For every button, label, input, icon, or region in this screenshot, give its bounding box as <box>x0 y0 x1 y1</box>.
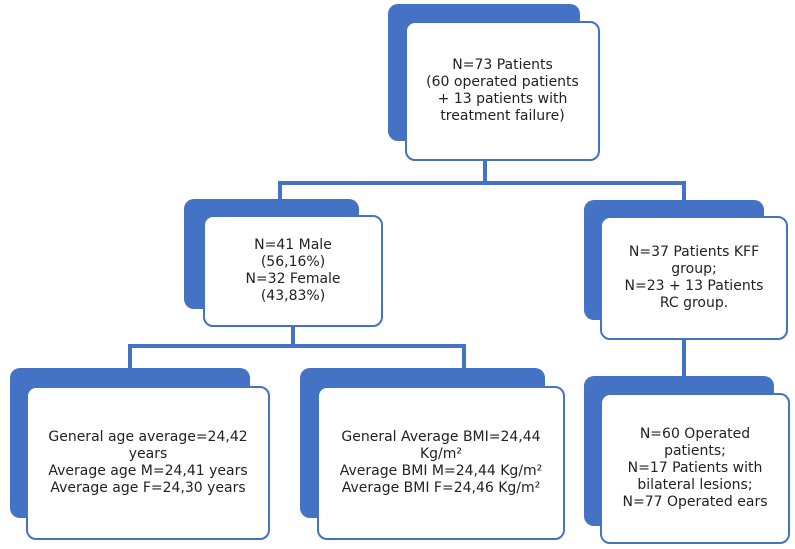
node-bmi-box: General Average BMI=24,44 Kg/m² Average … <box>317 386 565 540</box>
node-text-line: treatment failure) <box>440 108 565 124</box>
connector-to-age <box>128 344 132 368</box>
node-text-line: group; <box>671 261 717 277</box>
node-total-patients-box: N=73 Patients (60 operated patients + 13… <box>405 21 600 161</box>
node-text-line: Average BMI F=24,46 Kg/m² <box>341 480 541 496</box>
connector-to-gender <box>278 181 282 213</box>
node-gender-box: N=41 Male (56,16%) N=32 Female (43,83%) <box>203 215 383 327</box>
node-text-line: N=41 Male <box>254 237 332 253</box>
node-text-line: years <box>128 446 168 462</box>
connector-level2-horizontal <box>130 344 465 348</box>
node-text-line: N=73 Patients <box>452 57 553 73</box>
node-text-line: (56,16%) <box>260 254 326 270</box>
node-text-line: RC group. <box>659 295 729 311</box>
connector-to-groups <box>682 181 686 213</box>
node-text-line: (60 operated patients <box>426 74 579 90</box>
node-groups-box: N=37 Patients KFF group; N=23 + 13 Patie… <box>600 216 788 340</box>
node-text-line: bilateral lesions; <box>637 477 753 493</box>
node-text-line: N=77 Operated ears <box>622 494 768 510</box>
node-text-line: General Average BMI=24,44 <box>341 429 541 445</box>
node-text-line: + 13 patients with <box>437 91 568 107</box>
node-text-line: General age average=24,42 <box>48 429 248 445</box>
node-operated-box: N=60 Operated patients; N=17 Patients wi… <box>600 393 790 544</box>
node-text-line: N=17 Patients with <box>627 460 763 476</box>
node-text-line: Average age F=24,30 years <box>50 480 246 496</box>
node-text-line: N=23 + 13 Patients <box>624 278 764 294</box>
connector-level1-horizontal <box>280 181 685 185</box>
node-text-line: N=37 Patients KFF <box>628 244 760 260</box>
node-text-line: patients; <box>664 443 726 459</box>
node-text-line: Average BMI M=24,44 Kg/m² <box>339 463 543 479</box>
node-text-line: N=32 Female <box>245 271 341 287</box>
node-age-box: General age average=24,42 years Average … <box>26 386 270 540</box>
node-text-line: (43,83%) <box>260 288 326 304</box>
node-text-line: Kg/m² <box>419 446 463 462</box>
connector-gender-down <box>291 325 295 347</box>
connector-root-down <box>483 160 487 184</box>
node-text-line: N=60 Operated <box>639 426 751 442</box>
connector-to-bmi <box>462 344 466 368</box>
connector-groups-to-operated <box>682 338 686 376</box>
node-text-line: Average age M=24,41 years <box>48 463 248 479</box>
